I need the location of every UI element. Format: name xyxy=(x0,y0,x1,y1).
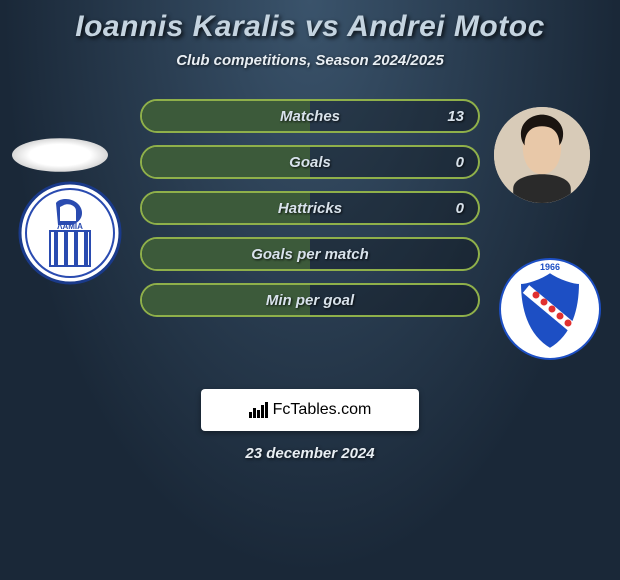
brand-badge: FcTables.com xyxy=(201,389,419,431)
stat-value: 0 xyxy=(456,154,464,171)
team-left-crest: ΛΑΜΙΑ xyxy=(18,181,122,285)
stat-label: Hattricks xyxy=(278,200,342,217)
brand-text: FcTables.com xyxy=(273,401,372,419)
comparison-panel: ΛΑΜΙΑ 1966 Matches13Goals0Hattricks0Goal… xyxy=(0,99,620,359)
stat-label: Min per goal xyxy=(266,292,354,309)
stat-fill xyxy=(142,147,310,177)
team-right-crest: 1966 xyxy=(498,257,602,361)
stat-rows: Matches 13 Goals 0 Hattricks 0 Goals per match… xyxy=(140,99,480,329)
page-title: Ioannis Karalis vs Andrei Motoc xyxy=(0,10,620,44)
stat-value: 13 xyxy=(447,108,464,125)
crest-right-year: 1966 xyxy=(540,262,560,272)
crest-left-label: ΛΑΜΙΑ xyxy=(57,222,83,231)
subtitle: Club competitions, Season 2024/2025 xyxy=(0,52,620,69)
date-text: 23 december 2024 xyxy=(0,445,620,462)
stat-label: Goals per match xyxy=(251,246,369,263)
stat-row: Hattricks 0 xyxy=(140,191,480,225)
player-left-avatar xyxy=(12,138,108,172)
stat-row: Matches 13 xyxy=(140,99,480,133)
stat-label: Matches xyxy=(280,108,340,125)
stat-row: Min per goal xyxy=(140,283,480,317)
stat-row: Goals per match xyxy=(140,237,480,271)
bars-icon xyxy=(249,402,269,418)
stat-label: Goals xyxy=(289,154,331,171)
player-right-avatar xyxy=(494,107,590,203)
stat-value: 0 xyxy=(456,200,464,217)
stat-row: Goals 0 xyxy=(140,145,480,179)
